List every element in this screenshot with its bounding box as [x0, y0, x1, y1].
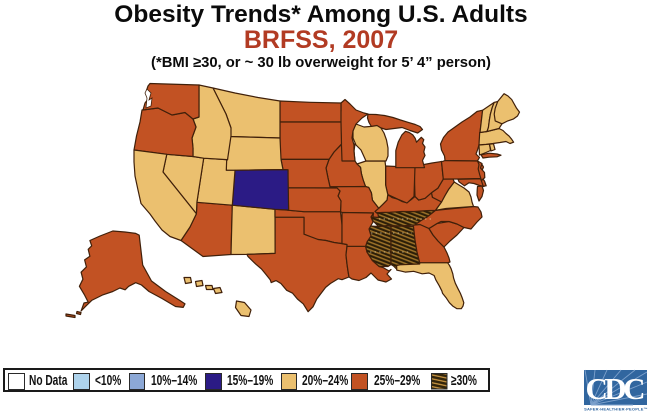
svg-text:SAFER·HEALTHIER·PEOPLE™: SAFER·HEALTHIER·PEOPLE™	[584, 407, 648, 412]
svg-text:CDC: CDC	[586, 371, 646, 406]
